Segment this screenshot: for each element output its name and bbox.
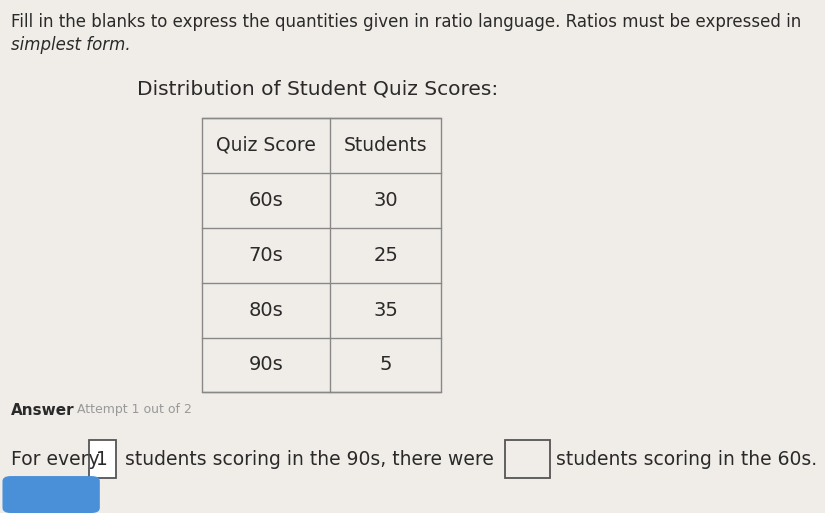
Text: Distribution of Student Quiz Scores:: Distribution of Student Quiz Scores: [137, 80, 498, 98]
Text: students scoring in the 60s.: students scoring in the 60s. [556, 449, 818, 469]
Text: 80s: 80s [248, 301, 284, 320]
Text: 30: 30 [374, 191, 398, 210]
Text: 60s: 60s [248, 191, 284, 210]
Text: Fill in the blanks to express the quantities given in ratio language. Ratios mus: Fill in the blanks to express the quanti… [11, 13, 801, 31]
Text: simplest form.: simplest form. [11, 36, 130, 54]
Text: 1: 1 [97, 449, 108, 469]
Text: 25: 25 [373, 246, 398, 265]
Text: students scoring in the 90s, there were: students scoring in the 90s, there were [119, 449, 493, 469]
Text: Answer: Answer [11, 403, 74, 418]
Text: Students: Students [344, 136, 427, 155]
Text: 5: 5 [380, 356, 392, 374]
Text: 70s: 70s [248, 246, 284, 265]
Text: 90s: 90s [248, 356, 284, 374]
Text: For every: For every [11, 449, 106, 469]
Text: 35: 35 [373, 301, 398, 320]
Text: Attempt 1 out of 2: Attempt 1 out of 2 [77, 403, 191, 416]
Text: Quiz Score: Quiz Score [216, 136, 316, 155]
